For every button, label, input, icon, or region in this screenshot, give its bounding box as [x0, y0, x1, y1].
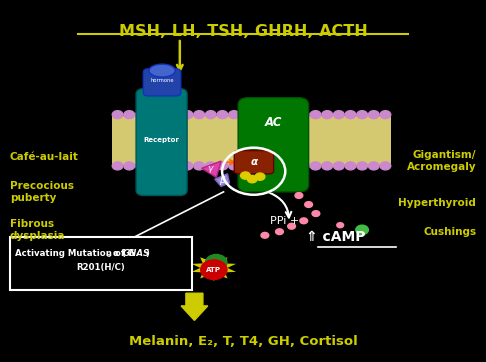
- Circle shape: [287, 111, 297, 119]
- Circle shape: [298, 111, 309, 119]
- Circle shape: [182, 111, 193, 119]
- Circle shape: [357, 162, 367, 170]
- Text: Receptor: Receptor: [144, 137, 179, 143]
- Circle shape: [357, 111, 367, 119]
- FancyArrow shape: [181, 293, 208, 320]
- Text: α (: α (: [113, 249, 126, 258]
- Circle shape: [275, 111, 286, 119]
- Circle shape: [206, 254, 227, 270]
- Circle shape: [345, 162, 356, 170]
- Circle shape: [276, 229, 283, 235]
- Text: hormone: hormone: [150, 78, 174, 83]
- Circle shape: [310, 111, 321, 119]
- Circle shape: [295, 193, 303, 198]
- Circle shape: [305, 202, 312, 207]
- Text: Activating Mutation of G: Activating Mutation of G: [15, 249, 134, 258]
- Text: MSH, LH, TSH, GHRH, ACTH: MSH, LH, TSH, GHRH, ACTH: [119, 24, 367, 38]
- Circle shape: [171, 111, 181, 119]
- Text: PPi +: PPi +: [270, 216, 299, 226]
- Circle shape: [136, 111, 146, 119]
- Text: ): ): [146, 249, 150, 258]
- Circle shape: [229, 111, 240, 119]
- Polygon shape: [202, 161, 221, 177]
- Circle shape: [252, 162, 262, 170]
- Polygon shape: [215, 174, 229, 186]
- Circle shape: [136, 162, 146, 170]
- Circle shape: [194, 162, 205, 170]
- FancyBboxPatch shape: [234, 151, 274, 174]
- Circle shape: [380, 111, 391, 119]
- Circle shape: [124, 111, 135, 119]
- FancyBboxPatch shape: [143, 69, 181, 96]
- Circle shape: [252, 111, 262, 119]
- Text: Fibrous
dysplasia: Fibrous dysplasia: [10, 219, 65, 241]
- Circle shape: [287, 162, 297, 170]
- Bar: [112, 116, 391, 165]
- Text: γ: γ: [207, 164, 213, 173]
- Circle shape: [322, 162, 332, 170]
- Circle shape: [194, 111, 205, 119]
- Circle shape: [261, 232, 269, 238]
- Circle shape: [263, 162, 274, 170]
- Circle shape: [310, 162, 321, 170]
- Text: AC: AC: [265, 116, 282, 129]
- Circle shape: [333, 162, 344, 170]
- Circle shape: [241, 162, 251, 170]
- Circle shape: [171, 162, 181, 170]
- Circle shape: [298, 162, 309, 170]
- Circle shape: [356, 225, 368, 235]
- Circle shape: [112, 162, 123, 170]
- Text: α: α: [250, 157, 258, 167]
- Circle shape: [124, 162, 135, 170]
- Circle shape: [380, 162, 391, 170]
- Circle shape: [322, 111, 332, 119]
- Text: Cushings: Cushings: [423, 227, 476, 237]
- Circle shape: [147, 162, 158, 170]
- Circle shape: [229, 162, 240, 170]
- Circle shape: [368, 111, 379, 119]
- Circle shape: [159, 162, 170, 170]
- Circle shape: [201, 260, 227, 279]
- Circle shape: [288, 223, 295, 229]
- Circle shape: [255, 173, 265, 180]
- Text: Precocious
puberty: Precocious puberty: [10, 181, 74, 203]
- Text: β: β: [219, 176, 225, 185]
- Text: ⇑ cAMP: ⇑ cAMP: [306, 230, 365, 244]
- FancyBboxPatch shape: [136, 89, 187, 195]
- Text: Gigantism/
Acromegaly: Gigantism/ Acromegaly: [407, 150, 476, 172]
- Circle shape: [312, 211, 320, 216]
- Text: GNAS: GNAS: [122, 249, 150, 258]
- Circle shape: [206, 111, 216, 119]
- Ellipse shape: [149, 64, 175, 77]
- Circle shape: [241, 172, 250, 179]
- Circle shape: [147, 111, 158, 119]
- Circle shape: [206, 162, 216, 170]
- Text: ATP: ATP: [207, 267, 221, 273]
- Circle shape: [241, 111, 251, 119]
- Circle shape: [263, 111, 274, 119]
- Text: s: s: [107, 253, 111, 257]
- Circle shape: [112, 111, 123, 119]
- Circle shape: [368, 162, 379, 170]
- Text: Hyperthyroid: Hyperthyroid: [399, 198, 476, 208]
- FancyBboxPatch shape: [238, 98, 309, 192]
- Circle shape: [300, 218, 308, 224]
- Circle shape: [275, 162, 286, 170]
- Circle shape: [217, 111, 228, 119]
- Text: R201(H/C): R201(H/C): [76, 263, 125, 272]
- Circle shape: [333, 111, 344, 119]
- Text: Café-au-lait: Café-au-lait: [10, 152, 79, 163]
- Circle shape: [159, 111, 170, 119]
- FancyBboxPatch shape: [10, 237, 192, 290]
- Circle shape: [217, 162, 228, 170]
- Text: Melanin, E₂, T, T4, GH, Cortisol: Melanin, E₂, T, T4, GH, Cortisol: [129, 335, 357, 348]
- Circle shape: [345, 111, 356, 119]
- Circle shape: [182, 162, 193, 170]
- Circle shape: [247, 176, 257, 183]
- Circle shape: [337, 223, 344, 228]
- Polygon shape: [191, 255, 236, 281]
